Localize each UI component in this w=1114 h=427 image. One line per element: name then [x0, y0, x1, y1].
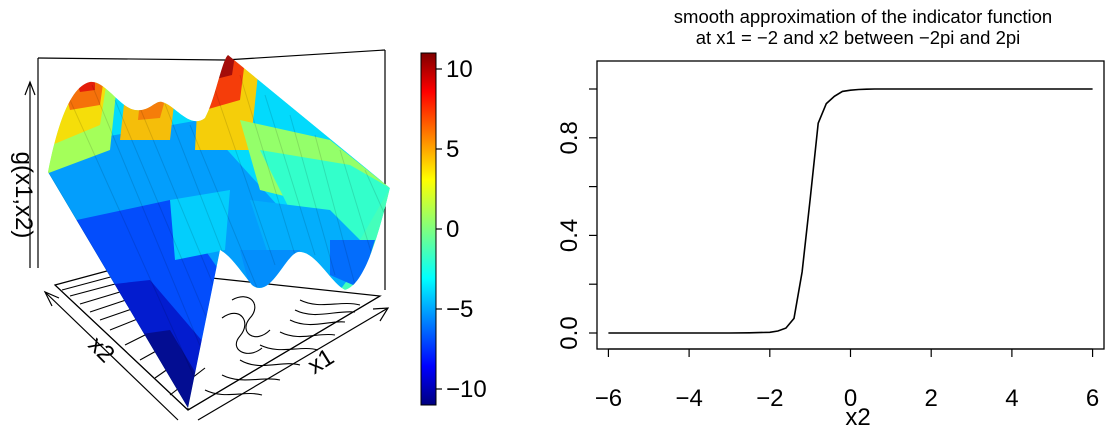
plot-frame	[596, 60, 1105, 350]
colorbar-gradient	[420, 52, 437, 406]
series-layer	[608, 88, 1093, 334]
z-axis-label: g(x1,x2)	[10, 152, 37, 239]
series-line	[608, 88, 1093, 334]
z-axis-arrow	[24, 80, 36, 268]
x2-axis-arrow	[43, 290, 179, 421]
y-tick-label: 0.8	[556, 121, 583, 154]
x-tick-label: 6	[1086, 385, 1099, 412]
chart-title-line-2: at x1 = −2 and x2 between −2pi and 2pi	[696, 27, 1021, 48]
box-back-top-edge	[37, 49, 386, 61]
x-axis-label: x2	[845, 404, 870, 427]
colorbar-tick-label: −10	[446, 376, 487, 403]
x-axis: −6 −4 −2 0 2 4 6	[595, 348, 1099, 412]
x-tick-label: −2	[756, 385, 783, 412]
x1-axis-arrow	[197, 307, 390, 421]
y-tick-label: 0.0	[556, 316, 583, 349]
line-chart-panel: smooth approximation of the indicator fu…	[556, 6, 1105, 427]
colorbar-tick-label: −5	[446, 296, 473, 323]
chart-title-line-1: smooth approximation of the indicator fu…	[674, 6, 1052, 27]
surface-plot-panel: g(x1,x2) x2 x1	[10, 49, 390, 421]
x-tick-label: 2	[925, 385, 938, 412]
colorbar-ticks: 10 5 0 −5 −10	[436, 56, 487, 403]
colorbar-tick-label: 10	[446, 56, 473, 83]
colorbar-tick-label: 5	[446, 136, 459, 163]
x-tick-label: −6	[595, 385, 622, 412]
x-tick-label: −4	[675, 385, 702, 412]
x-tick-label: 0	[844, 385, 857, 412]
colorbar: 10 5 0 −5 −10	[420, 52, 487, 406]
x-tick-label: 4	[1005, 385, 1018, 412]
y-axis: 0.0 0.4 0.8	[556, 88, 597, 350]
colorbar-tick-label: 0	[446, 216, 459, 243]
y-tick-label: 0.4	[556, 219, 583, 252]
